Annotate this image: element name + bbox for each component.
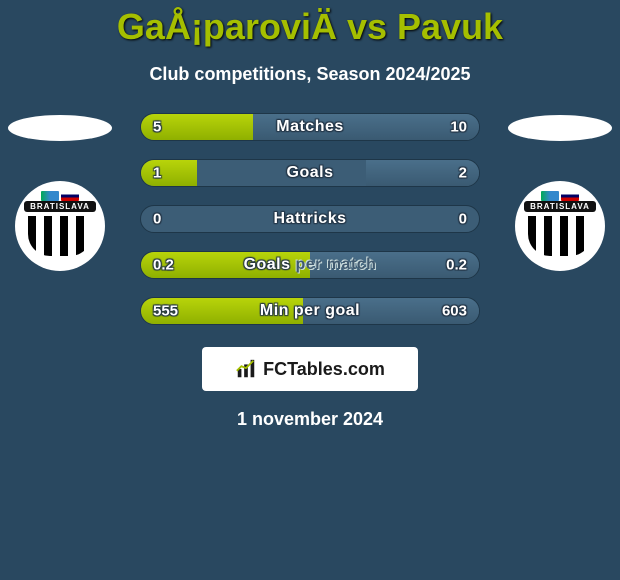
- stat-bar: 0 0 Hattricks: [140, 205, 480, 233]
- comparison-stage: BRATISLAVA BRATISLAVA 5 10 Matches 1 2 Goals 0…: [0, 113, 620, 325]
- stat-bar: 555 603 Min per goal: [140, 297, 480, 325]
- stat-bar: 0.2 0.2 Goals per match: [140, 251, 480, 279]
- badge-stripes-icon: [28, 216, 92, 256]
- badge-flag-icon: [61, 191, 79, 201]
- stat-value-left: 0.2: [153, 257, 174, 274]
- stat-value-left: 1: [153, 165, 161, 182]
- stat-label: Goals: [287, 164, 334, 182]
- stat-value-left: 555: [153, 303, 178, 320]
- stat-value-left: 0: [153, 211, 161, 228]
- stat-label: Goals per match: [244, 256, 377, 274]
- stat-value-right: 603: [442, 303, 467, 320]
- stat-value-right: 2: [459, 165, 467, 182]
- bar-fill-left: [141, 160, 197, 186]
- stat-value-right: 0: [459, 211, 467, 228]
- stat-bars: 5 10 Matches 1 2 Goals 0 0 Hattricks 0.2 0.2 Goals …: [140, 113, 480, 325]
- left-player-column: BRATISLAVA: [0, 113, 120, 271]
- stat-value-right: 10: [450, 119, 467, 136]
- page-title: GaÅ¡paroviÄ vs Pavuk: [0, 0, 620, 48]
- badge-flag-icon: [561, 191, 579, 201]
- stat-bar: 1 2 Goals: [140, 159, 480, 187]
- right-player-column: BRATISLAVA: [500, 113, 620, 271]
- badge-stripes-icon: [528, 216, 592, 256]
- stat-label: Min per goal: [260, 302, 360, 320]
- club-badge-right: BRATISLAVA: [515, 181, 605, 271]
- stat-value-right: 0.2: [446, 257, 467, 274]
- avatar-placeholder-right: [508, 115, 612, 141]
- brand-logo[interactable]: FCTables.com: [202, 347, 418, 391]
- stat-bar: 5 10 Matches: [140, 113, 480, 141]
- stat-label: Hattricks: [274, 210, 347, 228]
- badge-flag-icon: [541, 191, 559, 201]
- brand-label: FCTables.com: [263, 359, 385, 380]
- stat-label: Matches: [276, 118, 344, 136]
- chart-icon: [235, 358, 257, 380]
- badge-banner-text: BRATISLAVA: [524, 201, 596, 212]
- subtitle: Club competitions, Season 2024/2025: [0, 64, 620, 85]
- badge-flag-icon: [41, 191, 59, 201]
- avatar-placeholder-left: [8, 115, 112, 141]
- badge-banner-text: BRATISLAVA: [24, 201, 96, 212]
- date-label: 1 november 2024: [0, 409, 620, 430]
- stat-value-left: 5: [153, 119, 161, 136]
- club-badge-left: BRATISLAVA: [15, 181, 105, 271]
